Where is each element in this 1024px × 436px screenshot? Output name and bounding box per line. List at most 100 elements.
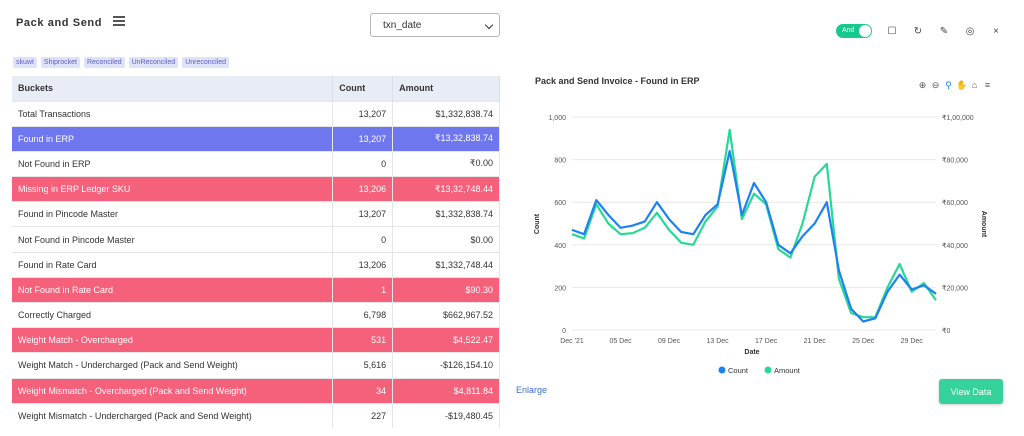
legend-label-amount: Amount [774, 366, 801, 375]
column-header-count[interactable]: Count [332, 76, 394, 101]
refresh-icon[interactable]: ↻ [913, 25, 923, 37]
y-tick-label: 200 [554, 285, 566, 292]
y2-tick-label: ₹80,000 [942, 157, 968, 165]
x-tick-label: 09 Dec [658, 338, 681, 345]
amount-cell: $1,332,748.44 [392, 251, 500, 278]
table-row[interactable]: Not Found in Pincode Master 0 $0.00 [12, 226, 500, 253]
table-row[interactable]: Found in Pincode Master 13,207 $1,332,838.… [12, 201, 500, 227]
count-cell: 13,206 [332, 251, 394, 278]
amount-cell: $4,811.84 [392, 377, 500, 404]
x-tick-label: Dec '21 [560, 338, 584, 345]
magnify-icon[interactable]: ⚲ [945, 80, 952, 90]
pan-icon[interactable]: ✋ [956, 80, 968, 90]
bucket-cell: Found in ERP [12, 125, 334, 152]
table-row[interactable]: Weight Match - Overcharged 531 $4,522.47 [12, 327, 500, 353]
bucket-cell: Weight Mismatch - Undercharged (Pack and… [12, 402, 334, 429]
count-cell: 5,616 [332, 352, 394, 379]
amount-cell: $4,522.47 [392, 327, 500, 353]
enlarge-link[interactable]: Enlarge [516, 385, 548, 395]
amount-cell: ₹13,32,748.44 [392, 176, 500, 202]
tag-list: skuwt Shiprocket Reconciled UnReconciled… [13, 57, 230, 68]
checkbox-icon[interactable]: ☐ [887, 25, 897, 37]
count-cell: 13,207 [332, 100, 394, 127]
count-cell: 0 [332, 150, 394, 177]
y2-tick-label: ₹40,000 [942, 242, 968, 250]
x-tick-label: 25 Dec [852, 338, 875, 345]
bucket-cell: Not Found in ERP [12, 150, 334, 177]
count-cell: 13,207 [332, 125, 394, 152]
count-cell: 0 [332, 226, 394, 253]
bucket-cell: Found in Rate Card [12, 251, 334, 278]
bucket-cell: Weight Mismatch - Overcharged (Pack and … [12, 377, 334, 404]
table-row[interactable]: Not Found in Rate Card 1 $90.30 [12, 276, 500, 303]
tag-unreconciled-2[interactable]: Unreconciled [182, 57, 230, 68]
x-tick-label: 21 Dec [804, 338, 827, 345]
bucket-cell: Weight Match - Undercharged (Pack and Se… [12, 352, 334, 379]
table-row[interactable]: Weight Match - Undercharged (Pack and Se… [12, 352, 500, 379]
table-row[interactable]: Found in Rate Card 13,206 $1,332,748.44 [12, 251, 500, 278]
x-tick-label: 17 Dec [755, 338, 778, 345]
y-tick-label: 1,000 [548, 115, 566, 122]
table-row[interactable]: Weight Mismatch - Undercharged (Pack and… [12, 402, 500, 429]
tag-shiprocket[interactable]: Shiprocket [40, 57, 80, 68]
count-cell: 1 [332, 276, 394, 303]
menu-icon[interactable] [113, 16, 125, 28]
y2-axis-title: Amount [980, 211, 987, 238]
bucket-cell: Not Found in Rate Card [12, 276, 334, 303]
count-cell: 6,798 [332, 301, 394, 328]
y-tick-label: 600 [554, 200, 566, 207]
view-data-button[interactable]: View Data [939, 379, 1003, 404]
tag-skuwt[interactable]: skuwt [13, 57, 37, 68]
home-icon[interactable]: ⌂ [971, 80, 978, 90]
top-toolbar: And ☐ ↻ ✎ ◎ × [836, 24, 1002, 38]
bucket-cell: Total Transactions [12, 100, 334, 127]
edit-icon[interactable]: ✎ [939, 25, 949, 37]
amount-cell: $1,332,838.74 [392, 201, 500, 227]
date-field-select[interactable]: txn_date [370, 13, 500, 37]
zoom-out-icon[interactable]: ⊖ [931, 80, 940, 90]
amount-cell: $1,332,838.74 [392, 100, 500, 127]
table-row[interactable]: Found in ERP 13,207 ₹13,32,838.74 [12, 125, 500, 152]
line-chart: 0 200 400 600 800 1,000 ₹0 ₹20,000 ₹40,000 ₹60,00… [534, 114, 987, 375]
count-cell: 34 [332, 377, 394, 404]
legend-marker-amount [764, 366, 772, 374]
close-icon[interactable]: × [993, 25, 999, 37]
chart-title: Pack and Send Invoice - Found in ERP [535, 76, 700, 86]
amount-cell: -$19,480.45 [392, 402, 500, 429]
chevron-down-icon [484, 20, 494, 30]
table-row[interactable]: Missing in ERP Ledger SKU 13,206 ₹13,32,74… [12, 176, 500, 202]
y-tick-label: 0 [562, 328, 566, 335]
legend-label-count: Count [728, 366, 749, 375]
table-row[interactable]: Correctly Charged 6,798 $662,967.52 [12, 301, 500, 328]
count-cell: 13,206 [332, 176, 394, 202]
toggle-label: And [842, 27, 855, 34]
x-tick-label: 13 Dec [707, 338, 730, 345]
amount-cell: ₹13,32,838.74 [392, 125, 500, 152]
amount-cell: $0.00 [392, 226, 500, 253]
toggle-knob [859, 25, 871, 37]
amount-cell: $90.30 [392, 276, 500, 303]
y2-tick-label: ₹0 [942, 327, 950, 335]
zoom-in-icon[interactable]: ⊕ [918, 80, 927, 90]
and-toggle[interactable]: And [836, 24, 872, 38]
count-cell: 13,207 [332, 201, 394, 227]
bucket-cell: Correctly Charged [12, 301, 334, 328]
table-row[interactable]: Total Transactions 13,207 $1,332,838.74 [12, 100, 500, 127]
column-header-amount[interactable]: Amount [392, 76, 500, 101]
table-row[interactable]: Weight Mismatch - Overcharged (Pack and … [12, 377, 500, 404]
y-tick-label: 800 [554, 158, 566, 165]
legend-marker-count [718, 366, 726, 374]
hide-icon[interactable]: ◎ [965, 25, 975, 37]
y2-tick-label: ₹20,000 [942, 284, 968, 292]
column-header-buckets[interactable]: Buckets [12, 76, 334, 101]
chart-toolbar: ⊕ ⊖ ⚲ ✋ ⌂ ≡ [917, 80, 993, 91]
series-line-amount [571, 128, 937, 319]
amount-cell: $662,967.52 [392, 301, 500, 328]
table-row[interactable]: Not Found in ERP 0 ₹0.00 [12, 150, 500, 177]
tag-unreconciled-1[interactable]: UnReconciled [128, 57, 179, 68]
menu-icon[interactable]: ≡ [984, 80, 991, 90]
tag-reconciled[interactable]: Reconciled [83, 57, 125, 68]
bucket-cell: Weight Match - Overcharged [12, 327, 334, 353]
count-cell: 531 [332, 327, 394, 353]
amount-cell: -$126,154.10 [392, 352, 500, 379]
